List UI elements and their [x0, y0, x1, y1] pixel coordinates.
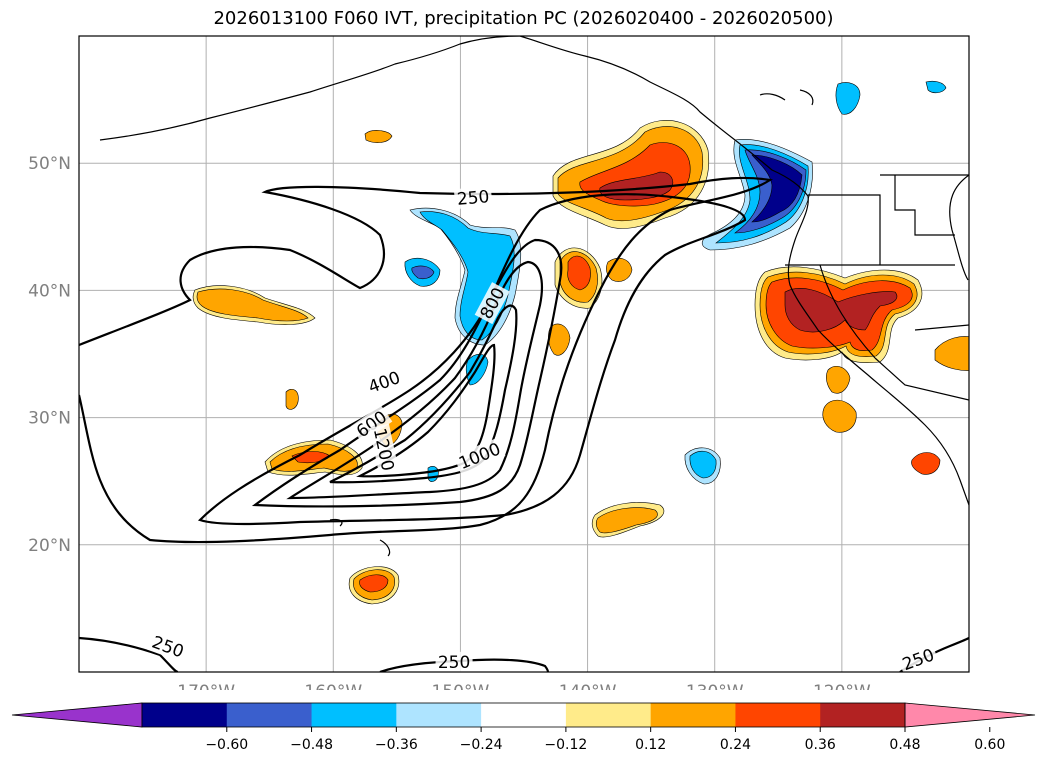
pc-region-pnw-negative — [702, 139, 813, 251]
ivt-contour-250-south — [379, 658, 550, 672]
colorbar-segment — [311, 703, 397, 727]
colorbar-extend-high — [904, 702, 1036, 728]
colorbar-extend-low — [11, 702, 143, 728]
ivt-contour-250-southwest — [79, 636, 179, 672]
lat-tick-label: 30°N — [28, 409, 71, 429]
ivt-contour-1200 — [356, 343, 496, 478]
lon-tick-label: 160°W — [304, 682, 362, 690]
pc-region-hawaii — [264, 439, 363, 476]
precipitation-pc-fills — [192, 80, 969, 605]
colorbar-tick-label: 0.36 — [805, 737, 836, 753]
colorbar-tick-label: −0.24 — [460, 737, 503, 753]
pc-region-west-pacific — [192, 130, 393, 410]
colorbar-tick-label: −0.36 — [375, 737, 418, 753]
colorbar-segment — [142, 703, 228, 727]
lon-tick-label: 120°W — [813, 682, 871, 690]
lat-tick-label: 20°N — [28, 536, 71, 556]
axis-tick-labels: 170°W 160°W 150°W 140°W 130°W 120°W 20°N 30°N 40… — [28, 154, 871, 690]
colorbar-segment — [735, 703, 821, 727]
ivt-contour-label: 250 — [453, 185, 493, 210]
colorbar-segments — [11, 702, 1036, 728]
colorbar-segment — [396, 703, 482, 727]
ivt-contour-800 — [286, 260, 544, 500]
colorbar-tick-label: 0.12 — [635, 737, 666, 753]
colorbar-tick-labels: −0.60 −0.48 −0.36 −0.24 −0.12 0.12 0.24 0.36 0.4… — [205, 727, 1005, 753]
lat-tick-label: 50°N — [28, 154, 71, 174]
pc-region-south — [348, 566, 400, 605]
colorbar-segment — [481, 703, 567, 727]
map-frame — [78, 35, 970, 673]
ivt-contour-400 — [197, 193, 747, 526]
svg-text:250: 250 — [438, 653, 470, 673]
pc-region-california — [754, 266, 969, 475]
lon-tick-label: 150°W — [432, 682, 490, 690]
colorbar-tick-label: 0.48 — [889, 737, 920, 753]
colorbar-tick-label: −0.12 — [544, 737, 587, 753]
map-title: 2026013100 F060 IVT, precipitation PC (2… — [213, 8, 834, 29]
lon-tick-label: 170°W — [177, 682, 235, 690]
colorbar-tick-label: −0.48 — [290, 737, 333, 753]
pc-region-subtropical-negative — [427, 80, 947, 485]
svg-text:250: 250 — [456, 187, 490, 210]
ivt-contour-1000 — [329, 304, 518, 484]
lon-tick-label: 140°W — [559, 682, 617, 690]
colorbar-segment — [226, 703, 313, 727]
lon-tick-label: 130°W — [686, 682, 744, 690]
colorbar-segment — [565, 703, 652, 727]
colorbar-tick-label: 0.24 — [720, 737, 751, 753]
colorbar-tick-label: 0.60 — [974, 737, 1005, 753]
colorbar-segment — [650, 703, 736, 727]
ivt-contour-label: 250 — [435, 651, 473, 673]
colorbar-segment — [820, 703, 906, 727]
pc-region-central-positives — [376, 247, 665, 538]
colorbar-tick-label: −0.60 — [205, 737, 248, 753]
ivt-contour-250-main — [79, 176, 774, 544]
colorbar-frame — [141, 702, 906, 728]
lat-tick-label: 40°N — [28, 281, 71, 301]
